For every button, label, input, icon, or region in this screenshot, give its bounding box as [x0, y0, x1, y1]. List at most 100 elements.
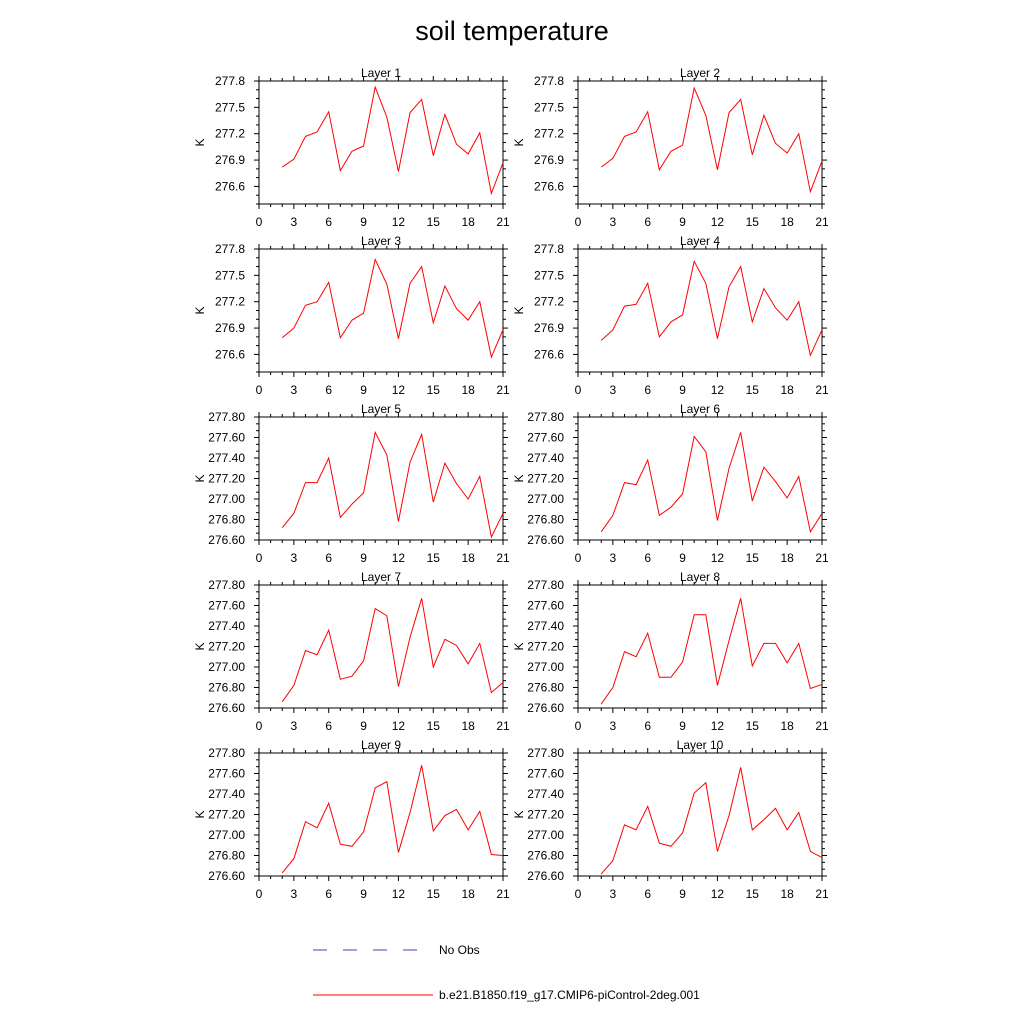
chart-8-xtick-label: 15	[746, 719, 760, 733]
chart-7-xtick-label: 9	[360, 719, 367, 733]
chart-9-xtick-label: 15	[427, 887, 441, 901]
chart-3-xtick-label: 21	[496, 383, 510, 397]
chart-2-xtick-label: 6	[644, 215, 651, 229]
chart-10-ytick-label: 277.40	[527, 787, 564, 801]
chart-6-panel: Layer 6 K 0 3 6 9 12 15 18 21 276.60 276.80 277.00 27…	[512, 402, 829, 565]
chart-8-title: Layer 8	[680, 570, 720, 584]
chart-7-xtick-label: 3	[291, 719, 298, 733]
chart-9-title: Layer 9	[361, 738, 401, 752]
chart-9-ytick-label: 276.60	[208, 869, 245, 883]
chart-10-xtick-label: 21	[815, 887, 829, 901]
chart-9-ytick-label: 277.80	[208, 746, 245, 760]
chart-6-ytick-label: 277.20	[527, 472, 564, 486]
chart-9-xtick-label: 9	[360, 887, 367, 901]
chart-4-xtick-label: 3	[610, 383, 617, 397]
chart-1-xtick-label: 12	[392, 215, 406, 229]
chart-7-ytick-label: 277.40	[208, 619, 245, 633]
chart-10-xtick-label: 3	[610, 887, 617, 901]
chart-1-series-1-line	[281, 85, 504, 196]
chart-7-panel: Layer 7 K 0 3 6 9 12 15 18 21 276.60 276.80 277.00 27…	[193, 570, 510, 733]
chart-2-xtick-label: 15	[746, 215, 760, 229]
chart-6-ytick-label: 276.80	[527, 513, 564, 527]
chart-8-ytick-label: 276.60	[527, 701, 564, 715]
chart-1-ytick-label: 277.2	[215, 127, 245, 141]
chart-2-xtick-label: 0	[575, 215, 582, 229]
chart-3-ytick-label: 276.6	[215, 347, 245, 361]
chart-10-xtick-label: 12	[711, 887, 725, 901]
chart-3-ytick-label: 277.2	[215, 295, 245, 309]
chart-9-ytick-label: 277.60	[208, 767, 245, 781]
chart-1-ytick-label: 276.6	[215, 179, 245, 193]
chart-10-ytick-label: 276.80	[527, 849, 564, 863]
legend-label-no-obs: No Obs	[439, 943, 480, 957]
chart-1-xtick-label: 21	[496, 215, 510, 229]
chart-8-ytick-label: 277.60	[527, 599, 564, 613]
chart-9-xtick-label: 0	[256, 887, 263, 901]
chart-1-xtick-label: 9	[360, 215, 367, 229]
chart-2-ytick-label: 277.2	[534, 127, 564, 141]
chart-3-series-1-line	[281, 257, 504, 359]
chart-5-ytick-label: 277.80	[208, 410, 245, 424]
chart-9-ylabel: K	[193, 810, 207, 818]
chart-9-series-1-line	[281, 765, 504, 874]
chart-3-xtick-label: 9	[360, 383, 367, 397]
chart-4-xtick-label: 18	[780, 383, 794, 397]
chart-6-ytick-label: 277.60	[527, 431, 564, 445]
chart-7-xtick-label: 0	[256, 719, 263, 733]
chart-8-ytick-label: 277.80	[527, 578, 564, 592]
chart-7-ytick-label: 277.60	[208, 599, 245, 613]
chart-7-ytick-label: 276.80	[208, 681, 245, 695]
chart-5-title: Layer 5	[361, 402, 401, 416]
chart-8-xtick-label: 12	[711, 719, 725, 733]
chart-1-ytick-label: 277.8	[215, 74, 245, 88]
chart-10-ytick-label: 277.20	[527, 808, 564, 822]
chart-8-xtick-label: 9	[679, 719, 686, 733]
chart-6-ytick-label: 277.40	[527, 451, 564, 465]
chart-1-frame	[258, 80, 504, 205]
chart-9-xtick-label: 6	[325, 887, 332, 901]
chart-2-xtick-label: 3	[610, 215, 617, 229]
chart-10-xtick-label: 6	[644, 887, 651, 901]
chart-7-xtick-label: 15	[427, 719, 441, 733]
chart-4-ytick-label: 276.6	[534, 347, 564, 361]
chart-8-ylabel: K	[512, 642, 526, 650]
chart-7-title: Layer 7	[361, 570, 401, 584]
chart-1-xtick-label: 3	[291, 215, 298, 229]
chart-5-ytick-label: 277.20	[208, 472, 245, 486]
chart-4-panel: Layer 4 K 0 3 6 9 12 15 18 21 276.6 276.9 277.2 277.5…	[512, 234, 829, 397]
chart-9-xtick-label: 18	[461, 887, 475, 901]
chart-6-xtick-label: 12	[711, 551, 725, 565]
chart-2-ylabel: K	[512, 138, 526, 146]
chart-2-xtick-label: 18	[780, 215, 794, 229]
chart-8-frame	[577, 584, 823, 709]
chart-8-xtick-label: 0	[575, 719, 582, 733]
chart-2-series-1-line	[600, 86, 823, 194]
chart-2-xtick-label: 12	[711, 215, 725, 229]
chart-1-panel: Layer 1 K 0 3 6 9 12 15 18 21 276.6 276.9 277.2 277.5…	[193, 66, 510, 229]
chart-1-xtick-label: 18	[461, 215, 475, 229]
chart-4-xtick-label: 9	[679, 383, 686, 397]
chart-3-ytick-label: 277.5	[215, 268, 245, 282]
chart-6-xtick-label: 18	[780, 551, 794, 565]
chart-2-ytick-label: 276.6	[534, 179, 564, 193]
chart-3-ylabel: K	[193, 306, 207, 314]
chart-9-ytick-label: 277.40	[208, 787, 245, 801]
chart-9-panel: Layer 9 K 0 3 6 9 12 15 18 21 276.60 276.80 277.00 27…	[193, 738, 510, 901]
chart-8-xtick-label: 21	[815, 719, 829, 733]
chart-4-frame	[577, 248, 823, 373]
chart-1-ylabel: K	[193, 138, 207, 146]
chart-3-xtick-label: 0	[256, 383, 263, 397]
chart-9-ytick-label: 276.80	[208, 849, 245, 863]
chart-2-xtick-label: 21	[815, 215, 829, 229]
chart-8-xtick-label: 6	[644, 719, 651, 733]
chart-3-xtick-label: 15	[427, 383, 441, 397]
chart-1-ytick-label: 277.5	[215, 100, 245, 114]
chart-4-ylabel: K	[512, 306, 526, 314]
chart-1-xtick-label: 15	[427, 215, 441, 229]
chart-10-title: Layer 10	[677, 738, 724, 752]
chart-3-xtick-label: 18	[461, 383, 475, 397]
chart-8-ytick-label: 277.40	[527, 619, 564, 633]
chart-6-xtick-label: 9	[679, 551, 686, 565]
chart-6-frame	[577, 416, 823, 541]
